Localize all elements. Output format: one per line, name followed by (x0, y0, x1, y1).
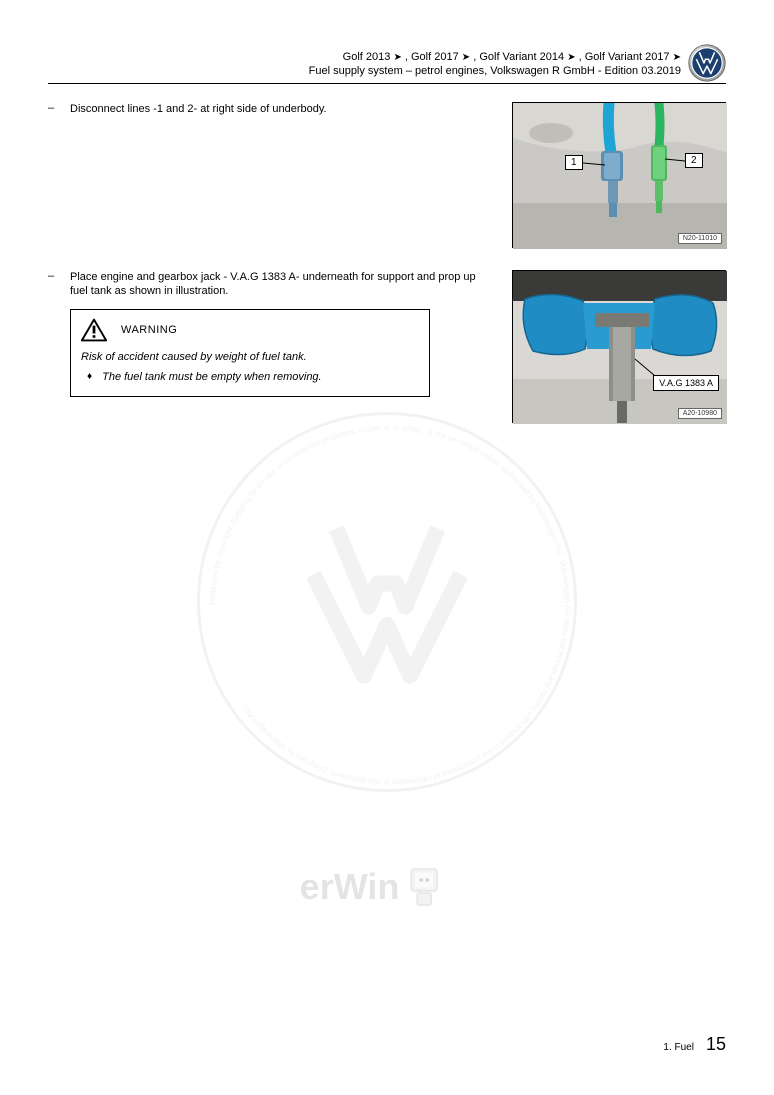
warning-bullet: The fuel tank must be empty when removin… (102, 370, 322, 386)
step-2-instruction: – Place engine and gearbox jack - V.A.G … (48, 270, 490, 300)
step-1-text: Disconnect lines -1 and 2- at right side… (70, 102, 490, 117)
footer-section: 1. Fuel (663, 1042, 694, 1053)
figure-2-ref: A20-10980 (678, 408, 722, 419)
warning-title: WARNING (121, 324, 177, 336)
header-models: Golf 2013 ➤ , Golf 2017 ➤ , Golf Variant… (48, 50, 681, 64)
page-number: 15 (706, 1034, 726, 1055)
step-2-text: Place engine and gearbox jack - V.A.G 13… (70, 270, 490, 300)
step-1-row: – Disconnect lines -1 and 2- at right si… (48, 102, 726, 248)
document-header: Golf 2013 ➤ , Golf 2017 ➤ , Golf Variant… (48, 50, 726, 79)
figure-1: 1 2 N20-11010 (512, 102, 726, 248)
step-1-instruction: – Disconnect lines -1 and 2- at right si… (48, 102, 490, 117)
vw-logo-icon (688, 44, 726, 82)
warning-icon (81, 318, 107, 342)
erwin-watermark: erWin (300, 865, 444, 909)
figure-1-callout-2: 2 (685, 153, 703, 168)
step-2-row: – Place engine and gearbox jack - V.A.G … (48, 270, 726, 423)
figure-1-callout-1: 1 (565, 155, 583, 170)
figure-2-label: V.A.G 1383 A (653, 375, 719, 391)
page-footer: 1. Fuel 15 (663, 1034, 726, 1055)
svg-text:Protected by copyright. Copyin: Protected by copyright. Copying for priv… (208, 423, 572, 787)
header-subtitle: Fuel supply system – petrol engines, Vol… (48, 64, 681, 78)
vw-watermark: Protected by copyright. Copying for priv… (197, 412, 577, 792)
warning-line-1: Risk of accident caused by weight of fue… (81, 350, 419, 366)
header-rule (48, 83, 726, 84)
figure-1-ref: N20-11010 (678, 233, 722, 244)
warning-box: WARNING Risk of accident caused by weigh… (70, 309, 430, 397)
figure-2: V.A.G 1383 A A20-10980 (512, 270, 726, 423)
